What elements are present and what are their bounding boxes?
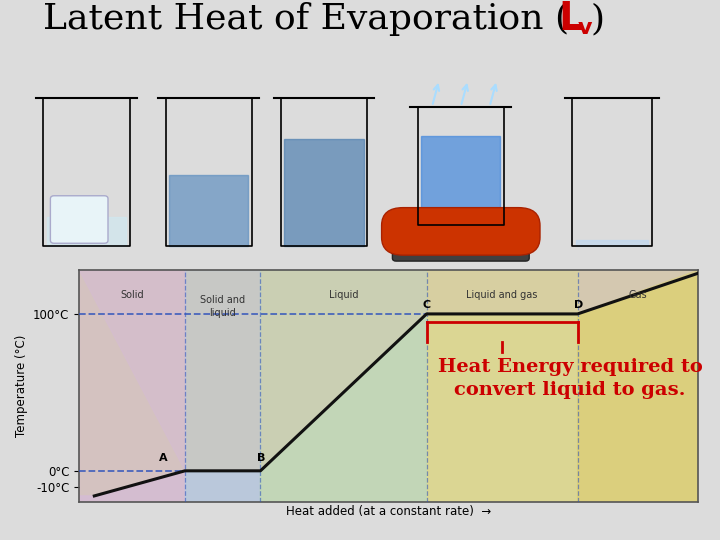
Text: D: D — [574, 300, 583, 309]
Polygon shape — [576, 240, 648, 246]
FancyBboxPatch shape — [50, 195, 108, 243]
Polygon shape — [261, 314, 426, 502]
Text: Heat Energy required to: Heat Energy required to — [438, 358, 703, 376]
Text: Solid and
liquid: Solid and liquid — [200, 295, 246, 318]
Text: B: B — [256, 454, 265, 463]
Y-axis label: Temperature (°C): Temperature (°C) — [14, 335, 27, 437]
Polygon shape — [426, 314, 577, 502]
Text: Liquid: Liquid — [329, 291, 359, 300]
Text: Liquid and gas: Liquid and gas — [467, 291, 538, 300]
FancyBboxPatch shape — [392, 234, 529, 261]
Polygon shape — [185, 471, 261, 502]
Text: convert liquid to gas.: convert liquid to gas. — [454, 381, 685, 400]
Text: $\mathbf{v}$: $\mathbf{v}$ — [577, 18, 593, 38]
Text: Latent Heat of Evaporation (: Latent Heat of Evaporation ( — [43, 2, 570, 37]
Polygon shape — [261, 270, 426, 471]
Polygon shape — [426, 270, 577, 314]
Polygon shape — [47, 217, 126, 246]
Text: C: C — [423, 300, 431, 309]
Polygon shape — [79, 471, 185, 502]
Text: A: A — [158, 454, 167, 463]
Polygon shape — [185, 270, 261, 471]
X-axis label: Heat added (at a constant rate)  →: Heat added (at a constant rate) → — [286, 505, 492, 518]
Text: Solid: Solid — [120, 291, 144, 300]
Polygon shape — [79, 270, 185, 502]
FancyBboxPatch shape — [382, 207, 540, 255]
Text: ): ) — [590, 3, 605, 36]
Polygon shape — [577, 273, 698, 502]
Polygon shape — [421, 137, 500, 226]
Text: $\mathbf{L}$: $\mathbf{L}$ — [558, 1, 584, 38]
Polygon shape — [79, 270, 185, 471]
Polygon shape — [169, 175, 248, 246]
Text: Gas: Gas — [629, 291, 647, 300]
Polygon shape — [577, 270, 698, 314]
Polygon shape — [284, 139, 364, 246]
